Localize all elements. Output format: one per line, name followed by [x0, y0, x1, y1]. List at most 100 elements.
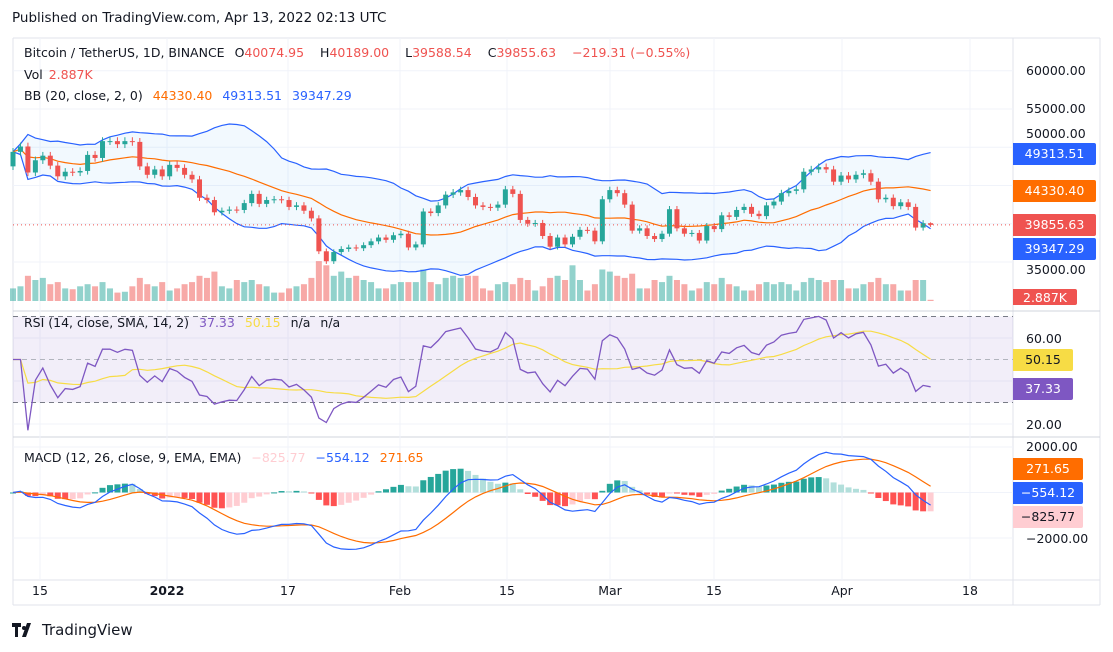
- candle-body: [428, 211, 434, 214]
- macd-histogram-bar: [756, 486, 762, 493]
- macd-histogram-bar: [912, 492, 919, 511]
- volume-bar: [241, 282, 248, 301]
- volume-bar: [673, 280, 680, 301]
- volume-bar: [890, 284, 897, 301]
- macd-line: [12, 451, 931, 551]
- candle-body: [293, 205, 299, 207]
- rsi-label: RSI (14, close, SMA, 14, 2): [24, 315, 190, 330]
- bb-lower-value: 39347.29: [292, 88, 352, 103]
- candle-body: [838, 175, 844, 182]
- candle-body: [197, 179, 202, 198]
- volume-bar: [435, 284, 442, 301]
- candle-body: [823, 167, 829, 170]
- candle-body: [376, 237, 382, 242]
- volume-bar: [181, 284, 188, 301]
- macd-histogram-bar: [114, 484, 121, 493]
- macd-histogram-bar: [92, 492, 99, 494]
- time-tick: 15: [32, 583, 48, 598]
- published-caption: Published on TradingView.com, Apr 13, 20…: [12, 10, 387, 26]
- volume-bar: [375, 288, 382, 301]
- macd-histogram-bar: [502, 482, 509, 493]
- candle-body: [689, 232, 695, 234]
- macd-histogram-bar: [785, 481, 792, 493]
- candle-body: [473, 196, 479, 206]
- volume-bar: [487, 290, 494, 301]
- candle-body: [390, 235, 396, 240]
- price-tick: 60000.00: [1026, 63, 1086, 78]
- candle-body: [875, 181, 881, 200]
- macd-histogram-bar: [218, 492, 225, 509]
- volume-bar: [681, 284, 688, 301]
- volume-bar: [800, 282, 807, 301]
- candle-body: [763, 205, 769, 217]
- volume-bar: [368, 282, 375, 301]
- macd-histogram-bar: [286, 491, 293, 493]
- candle-body: [211, 200, 217, 213]
- volume-bar: [688, 290, 695, 301]
- volume-bar: [218, 286, 225, 301]
- macd-histogram-bar: [867, 492, 874, 494]
- candle-body: [107, 141, 113, 143]
- brand-name: TradingView: [42, 621, 133, 639]
- candle-body: [532, 222, 538, 224]
- macd-histogram-bar: [211, 492, 218, 508]
- macd-histogram-bar: [106, 485, 113, 493]
- candle-body: [614, 190, 620, 194]
- volume-bar: [815, 280, 822, 301]
- volume-bar: [770, 284, 777, 301]
- macd-histogram-bar: [405, 486, 412, 493]
- candle-body: [204, 197, 210, 201]
- macd-histogram-bar: [300, 491, 307, 493]
- volume-bar: [457, 277, 464, 301]
- candle-body: [510, 189, 516, 194]
- bb-label: BB (20, close, 2, 0): [24, 88, 143, 103]
- volume-bar: [711, 284, 718, 301]
- macd-histogram-bar: [84, 492, 91, 495]
- volume-bar: [897, 290, 904, 301]
- candle-body: [189, 174, 195, 180]
- volume-bar: [808, 277, 815, 301]
- volume-bar: [920, 280, 927, 301]
- macd-histogram-bar: [681, 492, 688, 495]
- volume-bar: [562, 280, 569, 301]
- candle-body: [756, 213, 762, 217]
- volume-bar: [308, 277, 315, 301]
- volume-bar: [353, 275, 360, 301]
- volume-bar: [412, 282, 419, 301]
- volume-tag: 2.887K: [1013, 289, 1077, 305]
- candle-body: [301, 205, 307, 211]
- macd-histogram-bar: [562, 492, 569, 507]
- rsi-legend: RSI (14, close, SMA, 14, 2) 37.33 50.15 …: [24, 315, 346, 330]
- candle-body: [413, 244, 419, 248]
- candle-body: [495, 204, 501, 208]
- macd-histogram-bar: [308, 492, 315, 494]
- macd-histogram-bar: [330, 492, 337, 507]
- volume-bar: [315, 261, 322, 301]
- volume-bar: [636, 288, 643, 301]
- macd-tick: 2000.00: [1026, 439, 1078, 454]
- candle-body: [450, 192, 456, 195]
- candle-body: [883, 197, 889, 200]
- macd-histogram-bar: [345, 492, 352, 503]
- volume-bar: [405, 282, 412, 301]
- time-tick: 15: [706, 583, 722, 598]
- candle-body: [905, 202, 911, 207]
- macd-histogram-bar: [278, 491, 285, 493]
- candle-body: [398, 233, 404, 236]
- volume-bar: [838, 280, 845, 301]
- candle-body: [226, 209, 232, 211]
- macd-histogram-bar: [10, 492, 16, 494]
- volume-bar: [32, 280, 39, 301]
- tradingview-logo[interactable]: TradingView: [12, 621, 133, 639]
- macd-histogram-bar: [815, 477, 822, 493]
- macd-histogram-bar: [599, 490, 606, 493]
- candle-body: [264, 200, 270, 204]
- macd-histogram-bar: [465, 470, 472, 493]
- bb-basis-value: 44330.40: [152, 88, 213, 103]
- macd-histogram-bar: [569, 492, 576, 505]
- macd-histogram-bar: [666, 492, 673, 494]
- time-tick: Mar: [598, 583, 622, 598]
- macd-histogram-bar: [203, 492, 210, 505]
- candle-body: [555, 237, 561, 247]
